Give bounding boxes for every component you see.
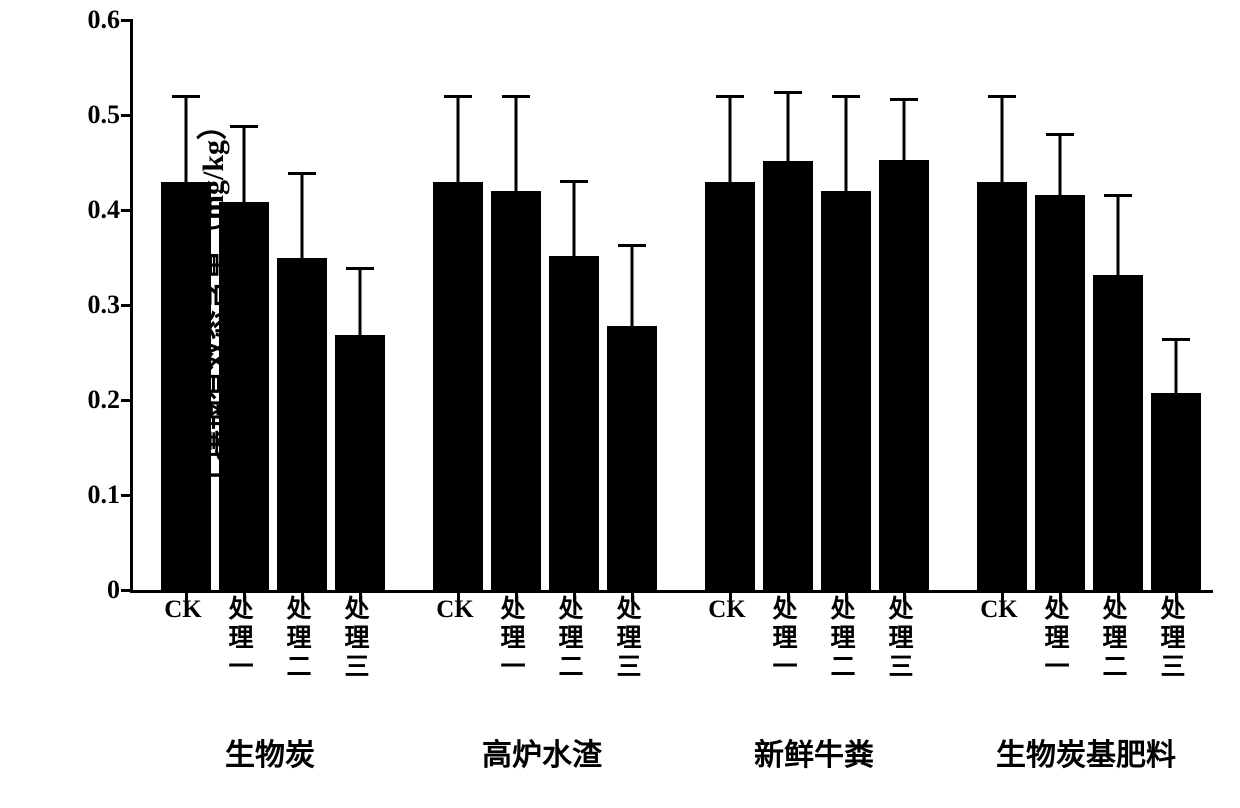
bar-label: 处理三 — [335, 596, 379, 682]
error-bar-stem — [185, 96, 188, 182]
error-bar-cap — [172, 95, 200, 98]
group-label: 新鲜牛粪 — [754, 730, 874, 774]
error-bar-stem — [243, 126, 246, 202]
group-label: 高炉水渣 — [482, 730, 602, 774]
bar-label: CK — [161, 596, 205, 625]
bar-label: 处理二 — [277, 596, 321, 682]
group-label: 生物炭 — [225, 730, 315, 774]
error-bar-stem — [787, 92, 790, 160]
y-tick — [121, 399, 133, 402]
bar-label: 处理三 — [1151, 596, 1195, 682]
error-bar-cap — [230, 125, 258, 128]
y-tick-label: 0.6 — [88, 5, 121, 35]
bar-label: 处理一 — [1035, 596, 1079, 682]
error-bar-cap — [560, 180, 588, 183]
group-label: 生物炭基肥料 — [996, 730, 1176, 774]
error-bar-cap — [774, 91, 802, 94]
error-bar-stem — [1059, 135, 1062, 195]
error-bar-stem — [1117, 196, 1120, 275]
error-bar-stem — [301, 174, 304, 258]
error-bar-cap — [346, 267, 374, 270]
bar-label: 处理一 — [763, 596, 807, 682]
y-tick — [121, 114, 133, 117]
bar — [879, 160, 929, 590]
bar — [607, 326, 657, 590]
error-bar-cap — [502, 95, 530, 98]
y-tick-label: 0.3 — [88, 290, 121, 320]
error-bar-cap — [716, 95, 744, 98]
error-bar-cap — [988, 95, 1016, 98]
bar — [763, 161, 813, 590]
error-bar-stem — [903, 100, 906, 160]
plot-area — [130, 20, 1213, 593]
y-tick-label: 0.4 — [88, 195, 121, 225]
bar-label: CK — [977, 596, 1021, 625]
y-tick-label: 0.5 — [88, 100, 121, 130]
error-bar-cap — [1046, 133, 1074, 136]
bar — [491, 191, 541, 590]
y-tick — [121, 494, 133, 497]
y-tick — [121, 209, 133, 212]
bar — [705, 182, 755, 591]
bar-label: 处理三 — [879, 596, 923, 682]
y-tick — [121, 19, 133, 22]
error-bar-stem — [729, 96, 732, 182]
bar-label: 处理二 — [821, 596, 865, 682]
error-bar-stem — [359, 269, 362, 336]
bar — [219, 202, 269, 590]
y-tick — [121, 589, 133, 592]
bar — [1035, 195, 1085, 590]
error-bar-stem — [631, 245, 634, 326]
bar — [977, 182, 1027, 591]
bar-label: 处理二 — [549, 596, 593, 682]
error-bar-cap — [618, 244, 646, 247]
error-bar-stem — [457, 96, 460, 182]
chart-container: 土壤镉有效态含量（mg/kg） 00.10.20.30.40.50.6CK处理一… — [0, 0, 1240, 808]
bar — [549, 256, 599, 590]
error-bar-cap — [1162, 338, 1190, 341]
bar — [335, 335, 385, 590]
y-tick-label: 0.2 — [88, 385, 121, 415]
bar — [821, 191, 871, 590]
y-tick-label: 0 — [107, 575, 120, 605]
bar-label: CK — [705, 596, 749, 625]
error-bar-stem — [845, 96, 848, 191]
bar-label: 处理一 — [219, 596, 263, 682]
error-bar-cap — [890, 98, 918, 101]
error-bar-stem — [1175, 339, 1178, 393]
y-tick — [121, 304, 133, 307]
error-bar-cap — [832, 95, 860, 98]
error-bar-stem — [1001, 96, 1004, 182]
error-bar-stem — [515, 96, 518, 191]
error-bar-cap — [288, 172, 316, 175]
bar — [1093, 275, 1143, 590]
bar — [1151, 393, 1201, 590]
bar — [161, 182, 211, 591]
bar — [277, 258, 327, 591]
error-bar-stem — [573, 182, 576, 256]
error-bar-cap — [444, 95, 472, 98]
bar-label: 处理一 — [491, 596, 535, 682]
error-bar-cap — [1104, 194, 1132, 197]
bar — [433, 182, 483, 591]
bar-label: CK — [433, 596, 477, 625]
y-tick-label: 0.1 — [88, 480, 121, 510]
bar-label: 处理二 — [1093, 596, 1137, 682]
bar-label: 处理三 — [607, 596, 651, 682]
